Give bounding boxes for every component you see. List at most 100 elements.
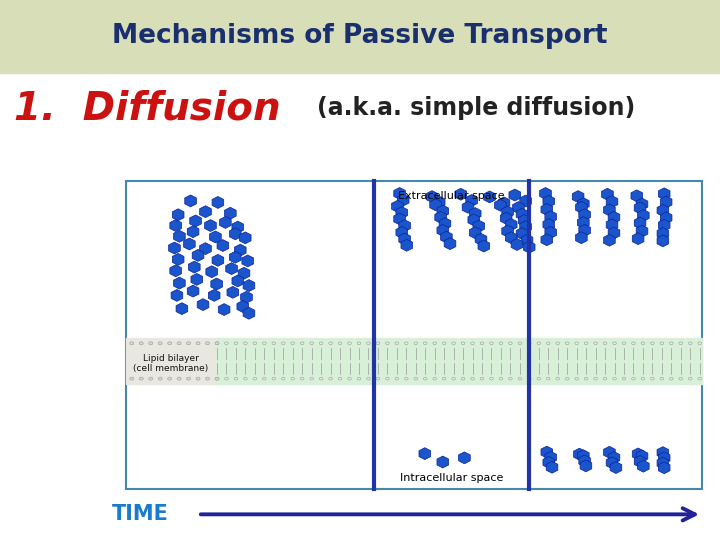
Polygon shape — [243, 280, 255, 292]
Circle shape — [386, 377, 390, 380]
Polygon shape — [235, 244, 246, 256]
Circle shape — [631, 377, 635, 380]
Circle shape — [405, 377, 408, 380]
Polygon shape — [240, 291, 252, 303]
Polygon shape — [606, 195, 618, 207]
Polygon shape — [168, 242, 180, 254]
Polygon shape — [602, 188, 613, 200]
Circle shape — [395, 377, 399, 380]
Polygon shape — [437, 456, 449, 468]
Circle shape — [452, 342, 456, 345]
Polygon shape — [577, 217, 589, 228]
Polygon shape — [632, 448, 644, 460]
Polygon shape — [603, 234, 615, 246]
Circle shape — [130, 377, 134, 380]
Circle shape — [556, 342, 559, 345]
Polygon shape — [520, 195, 531, 207]
Circle shape — [139, 342, 143, 345]
Polygon shape — [394, 187, 405, 199]
Polygon shape — [433, 196, 445, 208]
Polygon shape — [541, 204, 553, 215]
Circle shape — [215, 377, 219, 380]
Polygon shape — [541, 446, 553, 458]
Circle shape — [651, 377, 654, 380]
Circle shape — [319, 377, 323, 380]
Polygon shape — [240, 232, 251, 244]
Polygon shape — [516, 208, 528, 220]
Circle shape — [282, 342, 285, 345]
Polygon shape — [546, 461, 558, 473]
Polygon shape — [572, 191, 584, 202]
Polygon shape — [513, 201, 524, 213]
Circle shape — [480, 377, 484, 380]
Polygon shape — [658, 462, 670, 474]
Polygon shape — [437, 225, 449, 237]
Polygon shape — [189, 261, 200, 273]
Polygon shape — [516, 227, 528, 239]
Polygon shape — [230, 228, 241, 240]
Polygon shape — [658, 219, 670, 231]
Polygon shape — [657, 227, 669, 239]
Polygon shape — [657, 235, 669, 247]
Circle shape — [310, 342, 313, 345]
Polygon shape — [185, 195, 197, 207]
Polygon shape — [634, 217, 646, 229]
Circle shape — [149, 342, 153, 345]
Circle shape — [366, 342, 370, 345]
Polygon shape — [505, 232, 517, 244]
Circle shape — [490, 377, 493, 380]
Circle shape — [243, 342, 247, 345]
Circle shape — [670, 342, 673, 345]
Polygon shape — [204, 220, 216, 232]
Polygon shape — [502, 225, 513, 237]
Circle shape — [225, 377, 228, 380]
Circle shape — [186, 377, 191, 380]
Circle shape — [149, 377, 153, 380]
Circle shape — [480, 342, 484, 345]
Polygon shape — [394, 213, 405, 225]
Circle shape — [376, 377, 379, 380]
Circle shape — [423, 342, 427, 345]
Polygon shape — [197, 299, 209, 310]
Circle shape — [660, 377, 664, 380]
Polygon shape — [232, 221, 243, 233]
Polygon shape — [543, 456, 554, 468]
Circle shape — [688, 377, 692, 380]
Circle shape — [518, 342, 522, 345]
Circle shape — [234, 377, 238, 380]
Circle shape — [291, 377, 294, 380]
Circle shape — [253, 377, 256, 380]
Polygon shape — [212, 197, 224, 208]
Circle shape — [225, 342, 228, 345]
Polygon shape — [657, 205, 669, 217]
Polygon shape — [636, 450, 648, 462]
Circle shape — [490, 342, 493, 345]
Polygon shape — [523, 241, 535, 253]
Circle shape — [186, 342, 191, 345]
Polygon shape — [577, 450, 589, 462]
Polygon shape — [657, 457, 669, 469]
Text: 1.  Diffusion: 1. Diffusion — [14, 89, 281, 127]
Polygon shape — [392, 200, 403, 212]
Circle shape — [272, 342, 276, 345]
Polygon shape — [511, 239, 523, 251]
Polygon shape — [174, 231, 185, 242]
Polygon shape — [174, 277, 185, 289]
Polygon shape — [238, 267, 250, 279]
Polygon shape — [444, 238, 456, 249]
Circle shape — [585, 342, 588, 345]
Polygon shape — [603, 447, 615, 458]
Circle shape — [575, 342, 578, 345]
Polygon shape — [608, 227, 620, 239]
Polygon shape — [608, 211, 620, 223]
Polygon shape — [469, 227, 481, 239]
Circle shape — [471, 342, 474, 345]
Circle shape — [243, 377, 247, 380]
Circle shape — [310, 377, 313, 380]
Circle shape — [631, 342, 635, 345]
Circle shape — [263, 377, 266, 380]
Polygon shape — [575, 232, 588, 244]
Polygon shape — [396, 226, 408, 238]
Polygon shape — [632, 233, 644, 245]
Circle shape — [130, 342, 134, 345]
